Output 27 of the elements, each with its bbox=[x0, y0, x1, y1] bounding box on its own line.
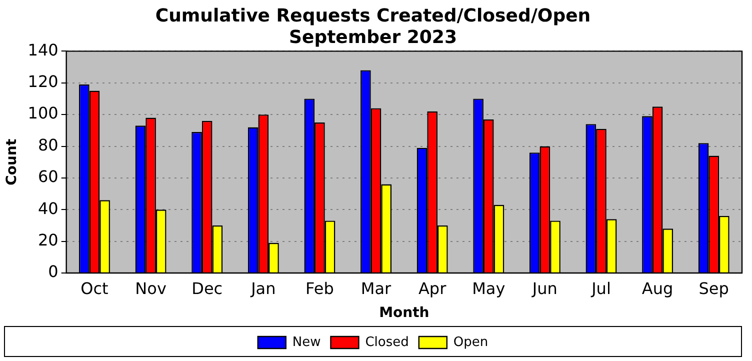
x-tick-label: May bbox=[472, 278, 506, 298]
x-tick-label: Sep bbox=[698, 278, 729, 298]
x-tick-label: Nov bbox=[135, 278, 166, 298]
x-tick-label: Jul bbox=[590, 278, 611, 298]
legend-label: New bbox=[292, 334, 322, 350]
y-tick-label: 60 bbox=[38, 167, 58, 186]
chart-subtitle: September 2023 bbox=[289, 27, 457, 48]
x-tick-label: Oct bbox=[80, 278, 108, 298]
x-tick-label: Apr bbox=[418, 278, 447, 298]
y-tick-label: 100 bbox=[28, 104, 58, 123]
y-tick-label: 120 bbox=[28, 72, 58, 92]
chart-title: Cumulative Requests Created/Closed/Open bbox=[155, 5, 591, 26]
y-tick-label: 20 bbox=[38, 230, 58, 250]
legend-label: Closed bbox=[365, 334, 409, 350]
y-tick-label: 40 bbox=[38, 198, 58, 218]
x-tick-label: Aug bbox=[642, 278, 674, 298]
x-tick-label: Dec bbox=[192, 278, 223, 298]
x-axis-title: Month bbox=[379, 305, 430, 322]
y-tick-label: 140 bbox=[28, 40, 58, 60]
x-tick-label: Feb bbox=[306, 278, 334, 298]
legend-label: Open bbox=[453, 334, 488, 350]
y-tick-label: 0 bbox=[48, 262, 58, 282]
y-tick-label: 80 bbox=[38, 135, 58, 154]
x-tick-label: Jan bbox=[250, 278, 276, 298]
x-tick-label: Jun bbox=[531, 278, 558, 298]
y-axis-title: Count bbox=[4, 138, 20, 186]
x-tick-label: Mar bbox=[360, 278, 392, 298]
